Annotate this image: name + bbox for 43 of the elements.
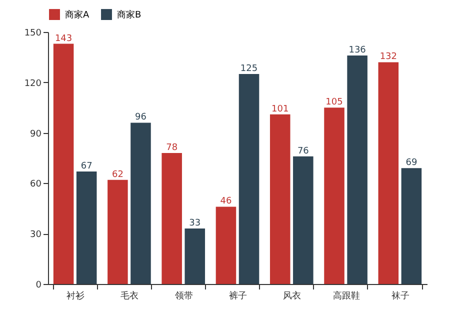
- data-label: 96: [135, 112, 147, 123]
- y-tick-label: 30: [30, 230, 42, 240]
- x-tick-label: 毛衣: [120, 290, 139, 302]
- bar: [108, 180, 128, 284]
- bar: [130, 122, 151, 284]
- data-label: 78: [166, 142, 178, 153]
- y-tick-label: 120: [24, 78, 42, 89]
- bar: [347, 56, 368, 284]
- data-label: 105: [326, 98, 343, 108]
- data-label: 67: [80, 161, 92, 172]
- bar: [184, 228, 206, 284]
- x-tick-label: 领带: [174, 290, 193, 302]
- data-label: 69: [406, 158, 418, 168]
- legend-label: 商家B: [117, 10, 142, 21]
- x-tick-label: 衬衫: [66, 290, 85, 302]
- data-label: 101: [272, 104, 289, 114]
- y-tick-label: 90: [30, 129, 42, 140]
- x-tick-label: 裤子: [229, 290, 247, 302]
- data-label: 143: [54, 34, 72, 44]
- bar: [162, 152, 182, 284]
- data-label: 33: [189, 218, 201, 229]
- bar: [378, 62, 399, 284]
- bar: [401, 168, 422, 284]
- y-tick-label: 150: [24, 28, 42, 38]
- data-label: 132: [380, 52, 398, 62]
- bar: [293, 156, 314, 284]
- legend-label: 商家A: [65, 10, 90, 21]
- bar: [238, 74, 260, 284]
- bar: [76, 171, 97, 284]
- bar: [270, 114, 290, 284]
- data-label: 62: [112, 170, 124, 180]
- data-label: 76: [297, 146, 310, 156]
- data-label: 46: [220, 196, 232, 207]
- data-label: 136: [348, 46, 366, 56]
- x-tick-label: 高跟鞋: [332, 290, 360, 302]
- x-tick-label: 袜子: [391, 290, 410, 302]
- x-tick-label: 风衣: [283, 290, 302, 302]
- bar: [216, 206, 236, 284]
- bar: [324, 108, 344, 284]
- y-tick-label: 0: [36, 280, 42, 290]
- y-tick-label: 60: [30, 180, 42, 190]
- data-label: 125: [240, 64, 258, 74]
- bar: [53, 44, 74, 284]
